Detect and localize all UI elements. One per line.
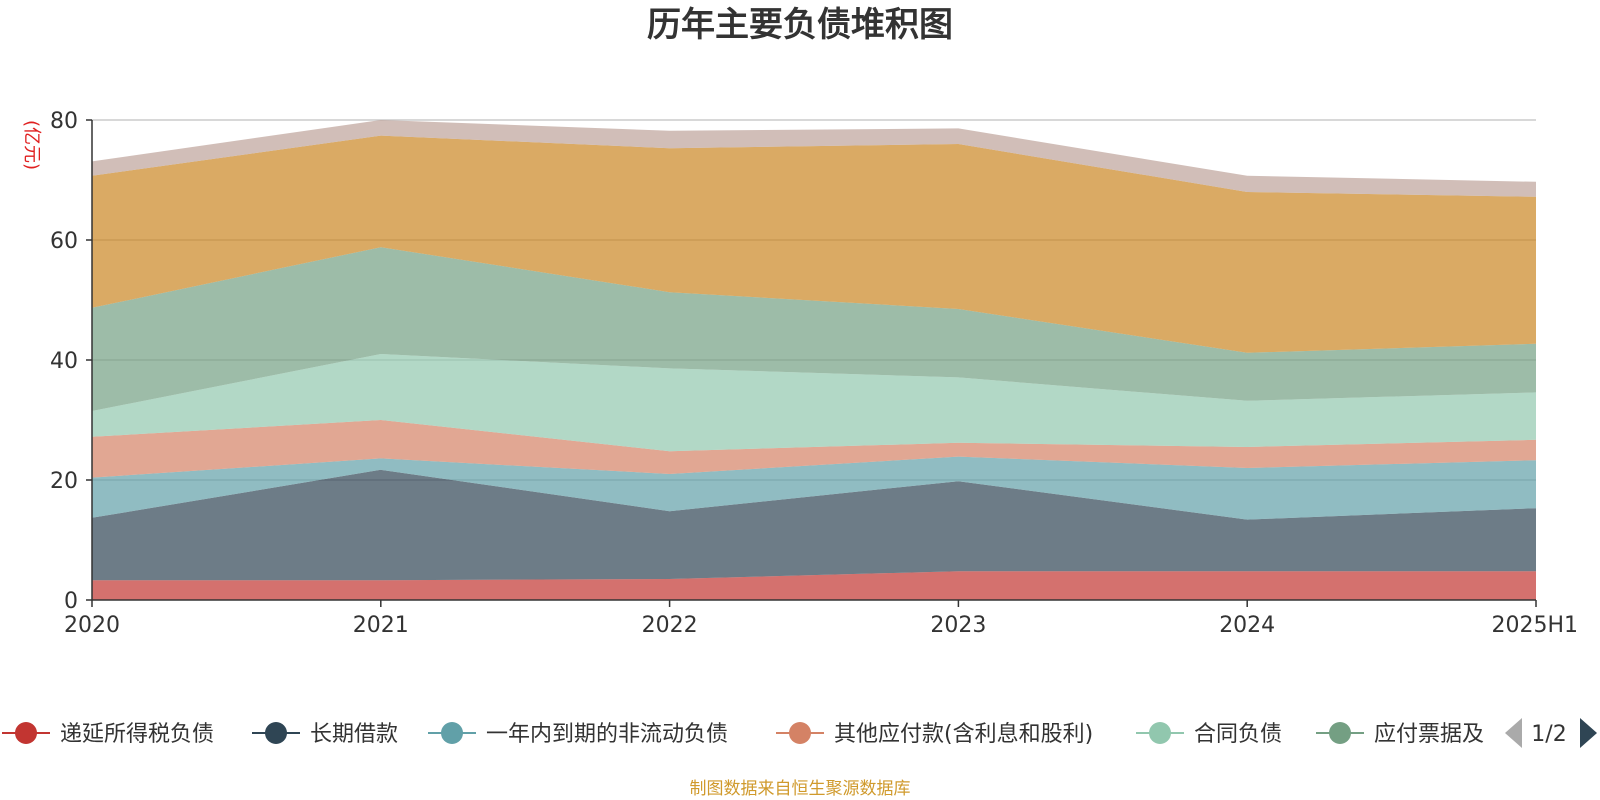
legend-marker [265,722,287,744]
legend-prev-arrow-icon[interactable] [1505,718,1522,748]
legend-label: 长期借款 [310,722,398,747]
area-series-1 [92,469,1536,581]
area-series-0 [92,571,1536,600]
legend-item-5[interactable]: 应付票据及 [1316,722,1484,747]
area-series-5 [92,247,1536,411]
y-tick-label: 80 [50,109,78,134]
area-series-4 [92,354,1536,452]
legend-item-1[interactable]: 长期借款 [252,722,398,747]
y-tick-label: 20 [50,469,78,494]
data-source-note: 制图数据来自恒生聚源数据库 [690,779,911,799]
legend-page-indicator: 1/2 [1531,722,1566,747]
y-axis-unit-label: (亿元) [21,120,42,170]
legend-next-arrow-icon[interactable] [1580,718,1597,748]
legend-marker [1329,722,1351,744]
x-tick-label: 2024 [1219,613,1275,638]
legend-pager: 1/2 [1505,718,1597,748]
x-tick-label: 2023 [930,613,986,638]
area-series-7 [92,120,1536,197]
legend-label: 递延所得税负债 [60,722,214,747]
area-series-3 [92,420,1536,478]
legend-item-0[interactable]: 递延所得税负债 [2,722,214,747]
legend-marker [789,722,811,744]
legend-item-3[interactable]: 其他应付款(含利息和股利) [776,722,1093,747]
legend-marker [441,722,463,744]
legend[interactable]: 递延所得税负债 长期借款 一年内到期的非流动负债 其他应付款(含利息和股利) 合同负债 应… [2,722,1484,747]
axes: 0 20 40 60 80 2020 2021 2022 2023 2024 2025H1 [50,109,1578,638]
x-tick-label: 2020 [64,613,120,638]
x-tick-label: 2022 [642,613,698,638]
legend-item-4[interactable]: 合同负债 [1136,722,1282,747]
legend-item-2[interactable]: 一年内到期的非流动负债 [428,722,728,747]
legend-marker [15,722,37,744]
y-tick-label: 40 [50,349,78,374]
area-series-6 [92,135,1536,353]
area-series-group [92,120,1536,600]
legend-label: 其他应付款(含利息和股利) [834,722,1093,747]
legend-label: 合同负债 [1194,722,1282,747]
legend-label: 应付票据及 [1374,722,1484,747]
x-tick-label: 2021 [353,613,409,638]
legend-marker [1149,722,1171,744]
legend-label: 一年内到期的非流动负债 [486,722,728,747]
x-tick-label: 2025H1 [1491,613,1578,638]
area-series-2 [92,456,1536,520]
y-tick-label: 60 [50,229,78,254]
chart-title: 历年主要负债堆积图 [647,5,953,45]
y-tick-label: 0 [64,589,78,614]
